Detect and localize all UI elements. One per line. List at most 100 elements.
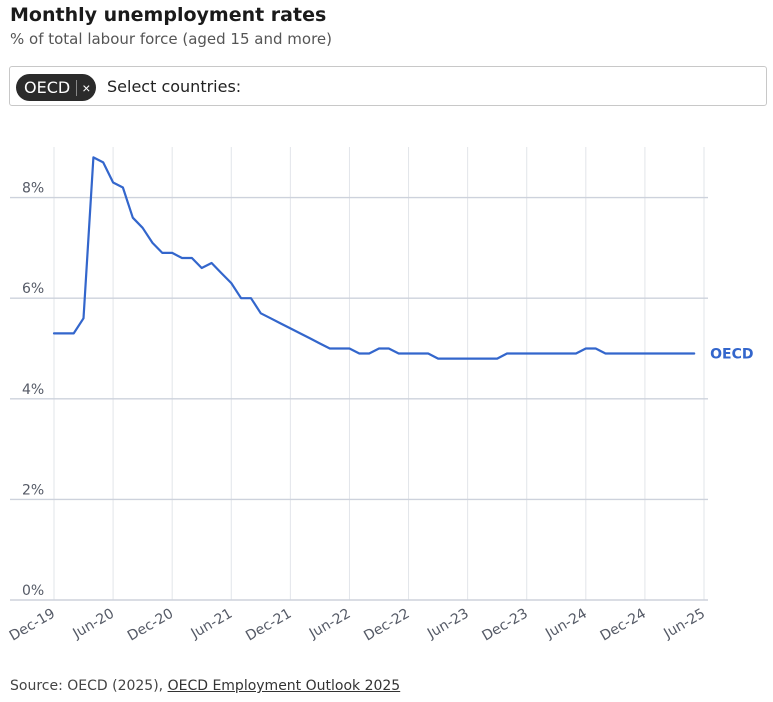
series-group: OECD bbox=[52, 156, 754, 363]
data-point bbox=[614, 352, 617, 355]
data-point bbox=[171, 251, 174, 254]
data-point bbox=[624, 352, 627, 355]
data-point bbox=[505, 352, 508, 355]
data-point bbox=[407, 352, 410, 355]
close-icon[interactable]: × bbox=[82, 79, 91, 96]
x-tick-label: Jun-22 bbox=[306, 606, 354, 643]
data-point bbox=[417, 352, 420, 355]
data-point bbox=[535, 352, 538, 355]
data-point bbox=[102, 161, 105, 164]
x-tick-label: Dec-23 bbox=[479, 606, 530, 645]
data-point bbox=[387, 347, 390, 350]
data-point bbox=[230, 282, 233, 285]
x-tick-label: Jun-23 bbox=[424, 606, 472, 643]
data-point bbox=[466, 357, 469, 360]
horizontal-gridlines bbox=[10, 196, 708, 601]
data-point bbox=[308, 337, 311, 340]
y-axis-labels: 0% 2% 4% 6% 8% bbox=[22, 181, 44, 599]
data-point bbox=[427, 352, 430, 355]
data-point bbox=[476, 357, 479, 360]
x-tick-label: Dec-24 bbox=[598, 606, 649, 645]
x-tick-label: Jun-21 bbox=[188, 606, 236, 643]
data-point bbox=[299, 332, 302, 335]
data-point bbox=[72, 332, 75, 335]
y-tick-label: 6% bbox=[22, 281, 44, 297]
data-point bbox=[190, 256, 193, 259]
data-point bbox=[604, 352, 607, 355]
vertical-gridlines bbox=[53, 147, 705, 600]
data-point bbox=[683, 352, 686, 355]
data-point bbox=[565, 352, 568, 355]
data-point bbox=[486, 357, 489, 360]
chart-title: Monthly unemployment rates bbox=[10, 4, 327, 26]
data-point bbox=[131, 216, 134, 219]
data-point bbox=[141, 226, 144, 229]
source-note: Source: OECD (2025), OECD Employment Out… bbox=[10, 678, 400, 694]
data-point bbox=[653, 352, 656, 355]
data-point bbox=[594, 347, 597, 350]
data-point bbox=[249, 297, 252, 300]
data-point bbox=[111, 181, 114, 184]
x-tick-label: Jun-25 bbox=[660, 606, 708, 643]
data-point bbox=[259, 312, 262, 315]
data-point bbox=[545, 352, 548, 355]
data-point bbox=[673, 352, 676, 355]
chip-divider bbox=[76, 79, 78, 96]
data-point bbox=[584, 347, 587, 350]
line-chart: 0%2%4%6%8% Dec-19 Jun-20 Dec-20 Jun-21 Dec-2… bbox=[7, 147, 754, 645]
series-label: OECD bbox=[710, 347, 753, 363]
x-axis-labels: Dec-19 Jun-20 Dec-20 Jun-21 Dec-21 Jun-22 Dec-… bbox=[7, 606, 708, 645]
selected-country-chip[interactable]: OECD × bbox=[16, 74, 97, 101]
data-point bbox=[555, 352, 558, 355]
data-point bbox=[269, 317, 272, 320]
data-point bbox=[338, 347, 341, 350]
data-point bbox=[348, 347, 351, 350]
y-tick-label: 4% bbox=[22, 382, 44, 398]
x-tick-label: Dec-20 bbox=[125, 606, 176, 645]
data-point bbox=[456, 357, 459, 360]
data-point bbox=[368, 352, 371, 355]
data-point bbox=[220, 271, 223, 274]
data-point bbox=[525, 352, 528, 355]
y-tick-label: 8% bbox=[22, 181, 44, 197]
data-point bbox=[633, 352, 636, 355]
data-point bbox=[52, 332, 55, 335]
country-search-input[interactable]: Select countries: bbox=[107, 77, 242, 96]
data-point bbox=[663, 352, 666, 355]
data-point bbox=[240, 297, 243, 300]
chip-label: OECD bbox=[24, 78, 71, 97]
data-point bbox=[289, 327, 292, 330]
source-prefix: Source: OECD (2025), bbox=[10, 678, 168, 694]
x-tick-label: Dec-22 bbox=[361, 606, 412, 645]
country-selector[interactable]: OECD × Select countries: bbox=[9, 66, 767, 106]
data-point bbox=[279, 322, 282, 325]
data-point bbox=[574, 352, 577, 355]
data-point bbox=[161, 251, 164, 254]
data-point bbox=[62, 332, 65, 335]
data-point bbox=[358, 352, 361, 355]
data-point bbox=[180, 256, 183, 259]
data-point bbox=[210, 261, 213, 264]
data-point bbox=[200, 266, 203, 269]
data-point bbox=[397, 352, 400, 355]
x-tick-label: Dec-21 bbox=[243, 606, 294, 645]
y-tick-label: 0% bbox=[22, 583, 44, 599]
data-point bbox=[643, 352, 646, 355]
data-point bbox=[121, 186, 124, 189]
data-point bbox=[151, 241, 154, 244]
x-tick-label: Jun-20 bbox=[69, 606, 117, 643]
source-link[interactable]: OECD Employment Outlook 2025 bbox=[167, 678, 401, 694]
data-point bbox=[377, 347, 380, 350]
data-point bbox=[446, 357, 449, 360]
y-tick-label: 2% bbox=[22, 482, 44, 498]
data-point bbox=[496, 357, 499, 360]
data-point bbox=[328, 347, 331, 350]
data-point bbox=[82, 317, 85, 320]
data-point bbox=[515, 352, 518, 355]
data-point bbox=[693, 352, 696, 355]
series-line-oecd bbox=[52, 156, 696, 360]
data-point bbox=[436, 357, 439, 360]
data-point bbox=[92, 156, 95, 159]
x-tick-label: Dec-19 bbox=[7, 606, 58, 645]
data-point bbox=[318, 342, 321, 345]
